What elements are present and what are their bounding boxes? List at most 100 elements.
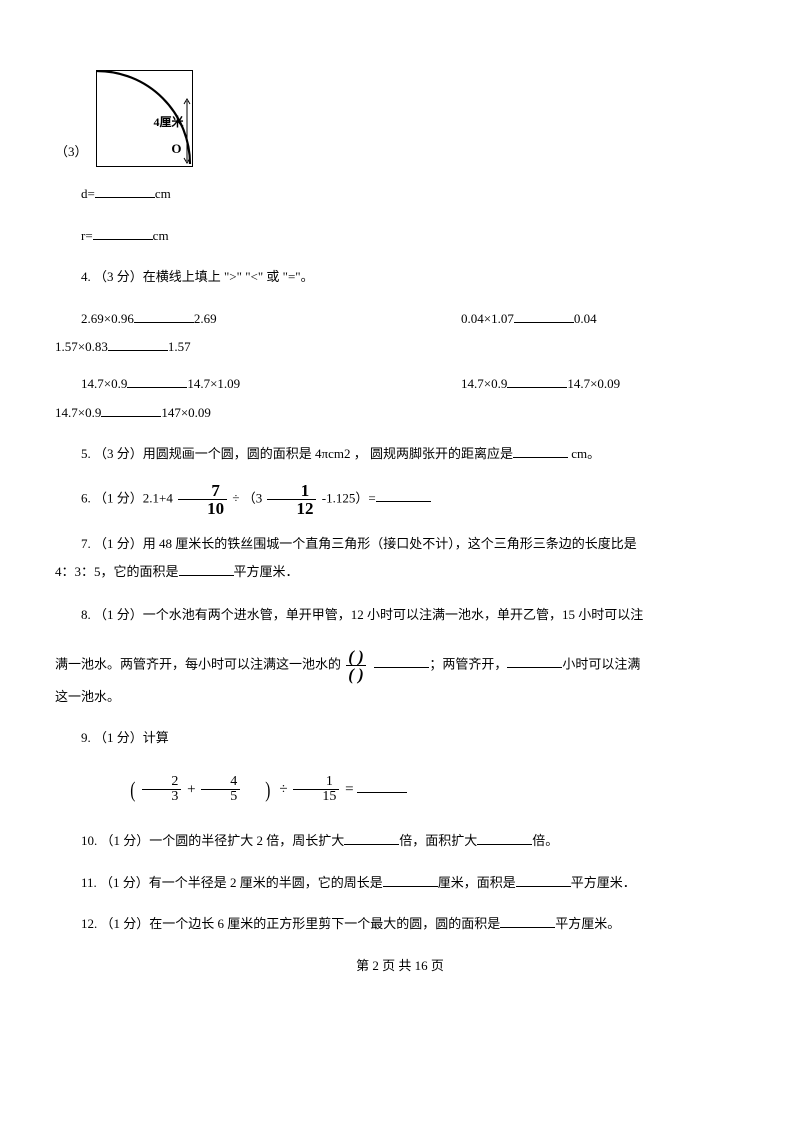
fraction-2-3: 23 (142, 775, 181, 804)
text: 11. （1 分）有一个半径是 2 厘米的半圆，它的周长是 (81, 875, 383, 890)
q6: 6. （1 分）2.1+4 710 ÷ （3 112 -1.125）= (55, 482, 745, 517)
text: 0.04 (574, 311, 597, 326)
q3-d-line: d= cm (55, 180, 745, 209)
q4-r1b: 0.04×1.07 0.04 (435, 305, 745, 334)
r-label: r= (81, 228, 93, 243)
lparen: ( (112, 766, 135, 814)
blank (507, 654, 562, 668)
q7-line2: 4：3：5，它的面积是 平方厘米． (55, 558, 745, 587)
q3-r-line: r= cm (55, 222, 745, 251)
diagram-origin-label: O (171, 135, 181, 164)
fraction-4-5: 45 (201, 775, 240, 804)
text: 12. （1 分）在一个边长 6 厘米的正方形里剪下一个最大的圆，圆的面积是 (81, 916, 500, 931)
text: 14.7×0.9 (55, 405, 101, 420)
den: 12 (267, 500, 316, 517)
q6-post: -1.125）= (322, 490, 376, 505)
blank (357, 779, 407, 793)
blank (507, 374, 567, 388)
text: 0.04×1.07 (461, 311, 514, 326)
text: 1.57×0.83 (55, 339, 108, 354)
q6-mid: ÷ （3 (232, 490, 265, 505)
d-unit: cm (155, 186, 171, 201)
page-content: （3） 4厘米 O d= cm r= cm 4. （3 分）在横线上填上 ">" "… (0, 0, 800, 1010)
blank (477, 831, 532, 845)
q12: 12. （1 分）在一个边长 6 厘米的正方形里剪下一个最大的圆，圆的面积是 平方… (55, 910, 745, 939)
q8-line2: 满一池水。两管齐开，每小时可以注满这一池水的 ( ) ( ) ；两管齐开， 小时可… (55, 648, 745, 683)
text: 小时可以注满 (562, 656, 640, 671)
paren-fraction: ( ) ( ) (346, 648, 366, 683)
text: 4：3：5，它的面积是 (55, 564, 179, 579)
q4-r1a: 2.69×0.96 2.69 (55, 305, 435, 334)
q6-pre: 6. （1 分）2.1+4 (81, 490, 176, 505)
den: 15 (293, 790, 339, 804)
q10: 10. （1 分）一个圆的半径扩大 2 倍，周长扩大 倍，面积扩大 倍。 (55, 827, 745, 856)
den: ( ) (346, 666, 366, 683)
equation: (23 + 45) ÷ 115 = (81, 766, 354, 814)
text: 14.7×0.09 (567, 376, 620, 391)
d-label: d= (81, 186, 95, 201)
blank (383, 873, 438, 887)
q5-text: 5. （3 分）用圆规画一个圆，圆的面积是 4πcm2 ， 圆规两脚张开的距离应… (81, 446, 513, 461)
blank (344, 831, 399, 845)
q4-row2: 14.7×0.9 14.7×1.09 14.7×0.9 14.7×0.09 (55, 370, 745, 399)
r-unit: cm (153, 228, 169, 243)
q7-line1: 7. （1 分）用 48 厘米长的铁丝围城一个直角三角形（接口处不计），这个三角… (55, 530, 745, 559)
q4-r2a: 14.7×0.9 14.7×1.09 (55, 370, 435, 399)
den: 5 (201, 790, 240, 804)
blank (374, 654, 429, 668)
q3-label: （3） (55, 138, 88, 167)
blank (514, 309, 574, 323)
blank (513, 444, 568, 458)
q3-diagram: 4厘米 O (96, 70, 193, 167)
diagram-4cm-label: 4厘米 (154, 109, 184, 135)
num: 2 (142, 775, 181, 790)
q4-head: 4. （3 分）在横线上填上 ">" "<" 或 "="。 (55, 263, 745, 292)
blank (95, 184, 155, 198)
q5: 5. （3 分）用圆规画一个圆，圆的面积是 4πcm2 ， 圆规两脚张开的距离应… (55, 440, 745, 469)
q4-r2b: 14.7×0.9 14.7×0.09 (435, 370, 745, 399)
num: 1 (293, 775, 339, 790)
blank (108, 337, 168, 351)
text: 2.69×0.96 (81, 311, 134, 326)
blank (500, 914, 555, 928)
q8-line1: 8. （1 分）一个水池有两个进水管，单开甲管，12 小时可以注满一池水，单开乙… (55, 601, 745, 630)
q4-r2c: 14.7×0.9 147×0.09 (55, 399, 745, 428)
q11: 11. （1 分）有一个半径是 2 厘米的半圆，它的周长是厘米，面积是平方厘米． (55, 869, 745, 898)
text: ；两管齐开， (429, 656, 507, 671)
text: 2.69 (194, 311, 217, 326)
text: 10. （1 分）一个圆的半径扩大 2 倍，周长扩大 (81, 833, 344, 848)
fraction-1-12: 112 (267, 482, 316, 517)
text: 平方厘米． (234, 564, 299, 579)
text: 14.7×0.9 (461, 376, 507, 391)
text: 14.7×0.9 (81, 376, 127, 391)
text: 平方厘米。 (555, 916, 620, 931)
q4-row1: 2.69×0.96 2.69 0.04×1.07 0.04 (55, 305, 745, 334)
fraction-1-15: 115 (293, 775, 339, 804)
text: 14.7×1.09 (187, 376, 240, 391)
page-footer: 第 2 页 共 16 页 (55, 952, 745, 981)
text: 满一池水。两管齐开，每小时可以注满这一池水的 (55, 656, 344, 671)
text: 厘米，面积是 (438, 875, 516, 890)
den: 3 (142, 790, 181, 804)
text: 倍，面积扩大 (399, 833, 477, 848)
fraction-7-10: 710 (178, 482, 227, 517)
blank (93, 226, 153, 240)
q3-diagram-row: （3） 4厘米 O (55, 70, 745, 167)
q4-r1c: 1.57×0.83 1.57 (55, 333, 745, 362)
text: 倍。 (532, 833, 558, 848)
text: 147×0.09 (161, 405, 211, 420)
num: ( ) (346, 648, 366, 666)
blank (101, 403, 161, 417)
den: 10 (178, 500, 227, 517)
blank (134, 309, 194, 323)
blank (376, 488, 431, 502)
q8-line3: 这一池水。 (55, 683, 745, 712)
num: 1 (267, 482, 316, 500)
blank (179, 562, 234, 576)
q9-eq: (23 + 45) ÷ 115 = (55, 766, 745, 814)
rparen: ) (247, 766, 270, 814)
text: 1.57 (168, 339, 191, 354)
blank (516, 873, 571, 887)
q9-head: 9. （1 分）计算 (55, 724, 745, 753)
q5-unit: cm。 (568, 446, 600, 461)
